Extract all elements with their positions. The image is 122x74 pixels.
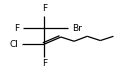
Text: F: F <box>42 5 47 13</box>
Text: F: F <box>42 59 47 68</box>
Text: Br: Br <box>72 24 82 33</box>
Text: Cl: Cl <box>9 40 18 49</box>
Text: F: F <box>14 24 19 33</box>
